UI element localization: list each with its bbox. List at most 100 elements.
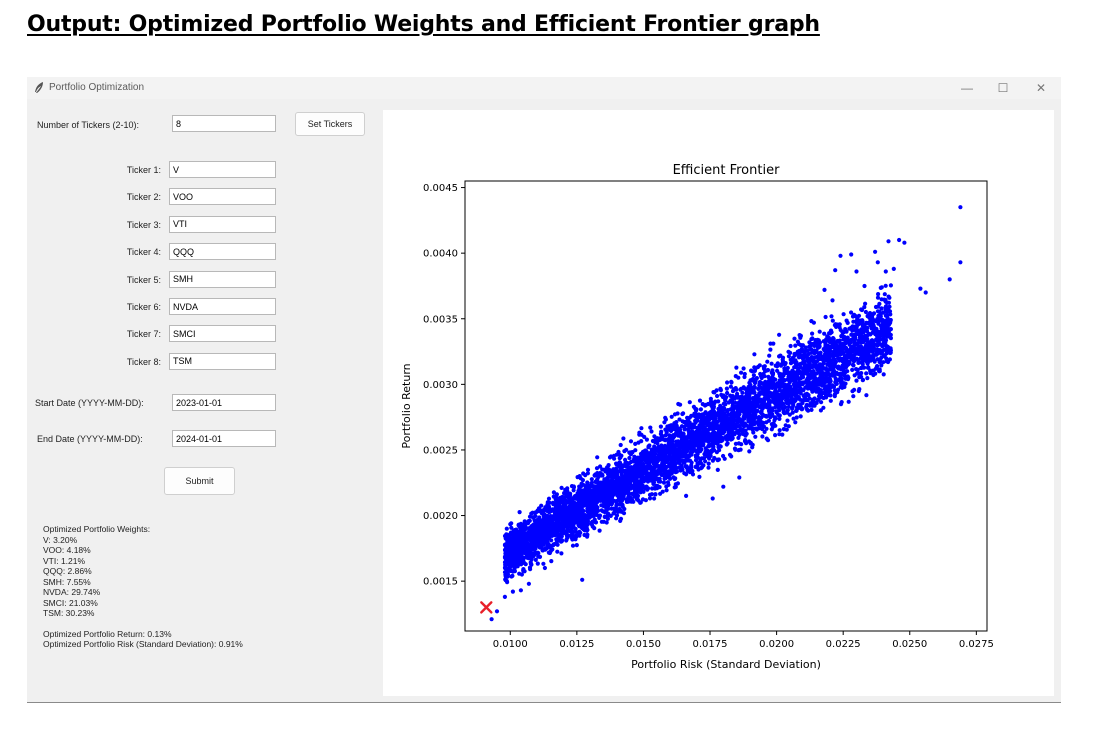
scatter-point	[585, 509, 590, 514]
scatter-point	[879, 285, 884, 290]
scatter-point	[868, 323, 873, 328]
scatter-point	[817, 329, 822, 334]
scatter-point	[594, 489, 599, 494]
scatter-point	[798, 391, 803, 396]
scatter-point	[759, 421, 764, 426]
scatter-point	[673, 484, 678, 489]
start-date-input[interactable]	[172, 394, 276, 411]
scatter-point	[552, 533, 557, 538]
scatter-point	[827, 355, 832, 360]
scatter-point	[846, 399, 851, 404]
scatter-point	[788, 361, 794, 366]
scatter-point	[504, 578, 509, 584]
scatter-point	[599, 519, 604, 524]
scatter-point	[581, 471, 586, 476]
scatter-point	[661, 447, 666, 452]
scatter-point	[576, 494, 581, 499]
scatter-point	[567, 500, 572, 505]
scatter-point	[856, 345, 861, 350]
scatter-point	[523, 527, 528, 532]
close-icon[interactable]: ✕	[1035, 81, 1047, 95]
scatter-point	[600, 467, 605, 472]
scatter-point	[793, 378, 798, 384]
scatter-point	[762, 429, 767, 434]
scatter-point	[551, 527, 556, 532]
scatter-point	[791, 397, 796, 402]
scatter-point	[751, 373, 756, 378]
ticker-input[interactable]	[169, 161, 276, 178]
scatter-point	[508, 522, 513, 527]
scatter-point	[519, 547, 524, 552]
scatter-point	[673, 476, 678, 481]
scatter-point	[680, 419, 685, 424]
ticker-input[interactable]	[169, 270, 276, 288]
num-tickers-label: Number of Tickers (2-10):	[37, 120, 140, 130]
scatter-point	[519, 525, 525, 530]
scatter-point	[715, 393, 720, 399]
scatter-point	[800, 382, 805, 387]
scatter-point	[746, 416, 751, 421]
scatter-point	[608, 496, 613, 501]
minimize-icon[interactable]: —	[961, 81, 973, 95]
scatter-point	[679, 463, 684, 468]
scatter-point	[622, 477, 627, 482]
scatter-point	[787, 412, 792, 417]
num-tickers-input[interactable]	[172, 115, 276, 132]
scatter-point	[632, 479, 637, 484]
scatter-point	[879, 317, 884, 322]
submit-button[interactable]: Submit	[164, 467, 235, 495]
ticker-input[interactable]	[169, 352, 276, 370]
scatter-point	[843, 327, 848, 332]
end-date-input[interactable]	[172, 430, 276, 447]
ticker-input[interactable]	[169, 325, 276, 343]
scatter-point	[543, 505, 548, 510]
ticker-input[interactable]	[169, 298, 276, 315]
ticker-input[interactable]	[169, 215, 276, 233]
scatter-point	[608, 454, 614, 459]
scatter-point	[532, 550, 538, 555]
scatter-point	[885, 334, 890, 339]
scatter-point	[609, 506, 614, 511]
scatter-point	[612, 468, 617, 473]
scatter-point	[666, 463, 672, 468]
scatter-point	[775, 368, 780, 373]
scatter-point	[881, 360, 886, 365]
scatter-point	[663, 433, 668, 438]
scatter-point	[850, 367, 855, 372]
scatter-point	[537, 520, 542, 525]
scatter-point	[748, 423, 753, 428]
feather-icon	[35, 82, 43, 93]
scatter-point	[786, 404, 791, 409]
scatter-point	[630, 498, 635, 503]
scatter-point	[665, 474, 670, 479]
scatter-point	[508, 568, 513, 573]
maximize-icon[interactable]: ☐	[997, 81, 1009, 95]
scatter-point	[677, 417, 682, 422]
scatter-point	[564, 505, 569, 510]
scatter-point	[560, 494, 565, 499]
scatter-point	[848, 325, 854, 330]
scatter-point	[725, 422, 730, 427]
scatter-point	[757, 426, 762, 431]
scatter-point	[724, 433, 729, 439]
scatter-point	[591, 492, 596, 497]
scatter-point	[808, 382, 813, 387]
ticker-input[interactable]	[169, 243, 276, 261]
scatter-point	[798, 335, 803, 340]
scatter-point	[671, 435, 676, 440]
scatter-point	[823, 314, 828, 320]
scatter-point	[864, 343, 869, 348]
scatter-point	[729, 454, 734, 459]
set-tickers-button[interactable]: Set Tickers	[295, 112, 365, 136]
scatter-point	[579, 490, 584, 495]
scatter-point	[643, 498, 648, 503]
scatter-point	[605, 478, 610, 483]
ticker-input[interactable]	[169, 188, 276, 206]
scatter-point	[679, 443, 684, 448]
scatter-point	[821, 395, 826, 401]
scatter-point	[831, 368, 836, 373]
scatter-point	[718, 388, 723, 393]
scatter-point	[800, 348, 805, 354]
scatter-point	[735, 391, 740, 396]
scatter-point	[791, 376, 796, 381]
